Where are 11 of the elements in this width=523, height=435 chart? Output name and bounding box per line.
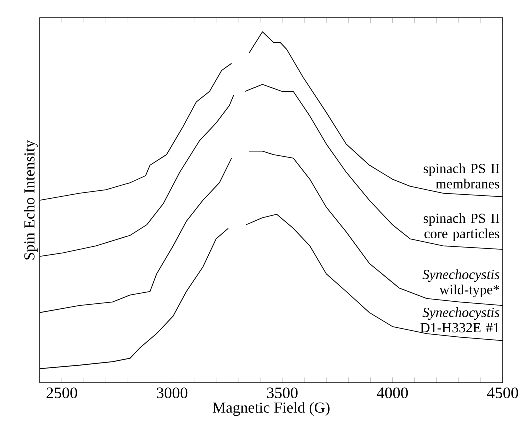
y-axis-title: Spin Echo Intensity — [24, 140, 38, 260]
x-axis-title: Magnetic Field (G) — [212, 402, 330, 416]
x-tick-label: 4000 — [377, 388, 408, 398]
series-label: Synechocystis wild-type* — [422, 270, 500, 298]
x-tick-label: 4500 — [487, 388, 518, 398]
series-label: spinach PS II core particles — [424, 213, 500, 242]
series-label: Synechocystis D1-H332E #1 — [420, 308, 500, 333]
x-tick-label: 2500 — [46, 388, 78, 398]
series-label: spinach PS II membranes — [424, 164, 500, 189]
x-tick-label: 3500 — [267, 388, 298, 398]
x-tick-label: 3000 — [157, 388, 188, 398]
